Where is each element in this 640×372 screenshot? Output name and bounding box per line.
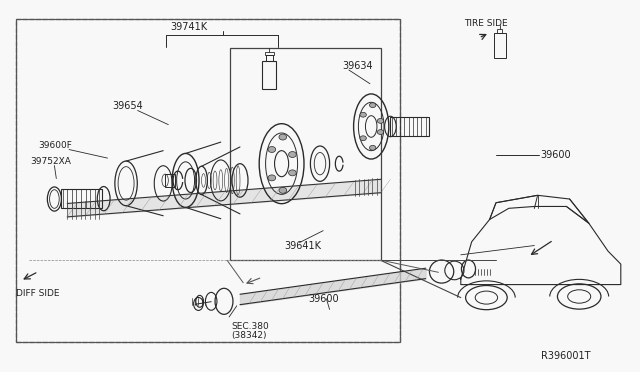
Ellipse shape: [377, 118, 383, 123]
Ellipse shape: [279, 187, 287, 193]
Bar: [165, 174, 175, 187]
Ellipse shape: [369, 145, 376, 150]
Bar: [497, 29, 502, 33]
Ellipse shape: [289, 170, 296, 176]
Bar: [16, 19, 400, 342]
Text: R396001T: R396001T: [541, 352, 590, 361]
Text: TIRE SIDE: TIRE SIDE: [464, 19, 508, 28]
Bar: [390, 117, 429, 136]
Ellipse shape: [289, 151, 296, 157]
Ellipse shape: [360, 112, 366, 117]
Text: 39600F: 39600F: [38, 141, 72, 150]
Text: 39600: 39600: [541, 151, 572, 160]
Ellipse shape: [268, 175, 276, 181]
Text: (38342): (38342): [232, 331, 267, 340]
Bar: [265, 52, 274, 55]
Ellipse shape: [268, 147, 276, 153]
Text: 39741K: 39741K: [170, 22, 207, 32]
Bar: [494, 33, 506, 58]
Text: 39641K: 39641K: [285, 241, 322, 251]
Bar: [230, 48, 381, 260]
Text: 39654: 39654: [112, 101, 143, 111]
Text: DIFF SIDE: DIFF SIDE: [16, 289, 60, 298]
Bar: [262, 61, 276, 89]
Text: 39600: 39600: [308, 295, 339, 304]
Text: 39634: 39634: [342, 61, 373, 71]
Ellipse shape: [369, 103, 376, 108]
Bar: [16, 19, 400, 342]
Bar: [61, 189, 102, 208]
Text: SEC.380: SEC.380: [232, 322, 269, 331]
Ellipse shape: [279, 134, 287, 140]
Ellipse shape: [377, 130, 383, 135]
Bar: [266, 55, 273, 61]
Ellipse shape: [360, 136, 366, 141]
Text: 39752XA: 39752XA: [31, 157, 72, 166]
